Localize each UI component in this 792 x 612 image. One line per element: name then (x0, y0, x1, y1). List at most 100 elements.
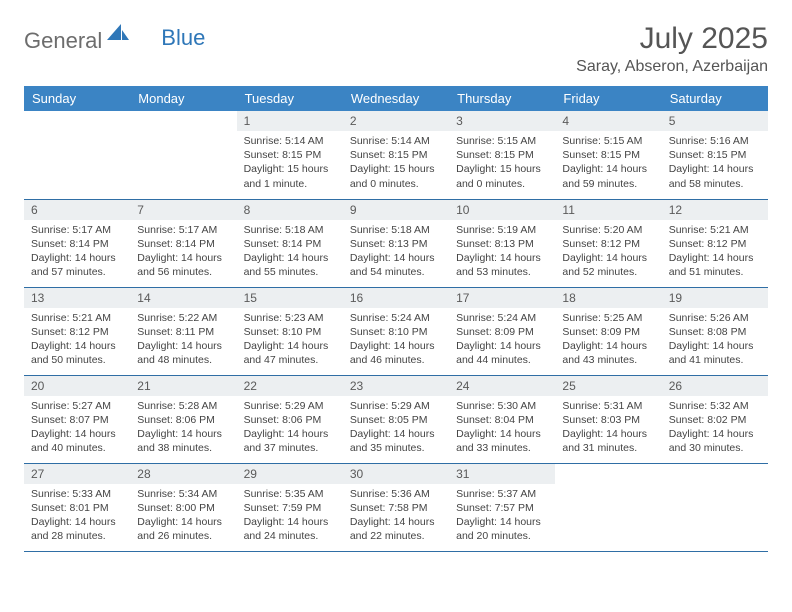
sunrise: Sunrise: 5:24 AM (350, 311, 442, 325)
daylight: Daylight: 14 hours and 54 minutes. (350, 251, 442, 279)
sunset: Sunset: 8:10 PM (244, 325, 336, 339)
day-body: Sunrise: 5:22 AMSunset: 8:11 PMDaylight:… (130, 308, 236, 374)
day-number: 1 (237, 111, 343, 131)
sunrise: Sunrise: 5:29 AM (244, 399, 336, 413)
sunset: Sunset: 8:10 PM (350, 325, 442, 339)
logo-word2: Blue (161, 25, 205, 51)
sunrise: Sunrise: 5:31 AM (562, 399, 654, 413)
col-header: Monday (130, 86, 236, 111)
sunset: Sunset: 8:05 PM (350, 413, 442, 427)
daylight: Daylight: 14 hours and 55 minutes. (244, 251, 336, 279)
sunset: Sunset: 8:15 PM (562, 148, 654, 162)
daylight: Daylight: 14 hours and 37 minutes. (244, 427, 336, 455)
day-cell (130, 111, 236, 199)
table-row: 1Sunrise: 5:14 AMSunset: 8:15 PMDaylight… (24, 111, 768, 199)
sunset: Sunset: 8:01 PM (31, 501, 123, 515)
sunrise: Sunrise: 5:16 AM (669, 134, 761, 148)
sunset: Sunset: 7:59 PM (244, 501, 336, 515)
day-body: Sunrise: 5:27 AMSunset: 8:07 PMDaylight:… (24, 396, 130, 462)
daylight: Daylight: 14 hours and 28 minutes. (31, 515, 123, 543)
day-number: 9 (343, 200, 449, 220)
sunrise: Sunrise: 5:32 AM (669, 399, 761, 413)
logo-sail-icon (107, 24, 129, 47)
daylight: Daylight: 14 hours and 48 minutes. (137, 339, 229, 367)
daylight: Daylight: 14 hours and 40 minutes. (31, 427, 123, 455)
sunrise: Sunrise: 5:20 AM (562, 223, 654, 237)
day-cell: 2Sunrise: 5:14 AMSunset: 8:15 PMDaylight… (343, 111, 449, 199)
day-body: Sunrise: 5:26 AMSunset: 8:08 PMDaylight:… (662, 308, 768, 374)
day-body: Sunrise: 5:17 AMSunset: 8:14 PMDaylight:… (130, 220, 236, 286)
daylight: Daylight: 14 hours and 46 minutes. (350, 339, 442, 367)
day-body: Sunrise: 5:36 AMSunset: 7:58 PMDaylight:… (343, 484, 449, 550)
day-cell: 1Sunrise: 5:14 AMSunset: 8:15 PMDaylight… (237, 111, 343, 199)
sunset: Sunset: 8:11 PM (137, 325, 229, 339)
day-cell: 5Sunrise: 5:16 AMSunset: 8:15 PMDaylight… (662, 111, 768, 199)
day-cell: 15Sunrise: 5:23 AMSunset: 8:10 PMDayligh… (237, 287, 343, 375)
sunrise: Sunrise: 5:23 AM (244, 311, 336, 325)
day-cell: 26Sunrise: 5:32 AMSunset: 8:02 PMDayligh… (662, 375, 768, 463)
sunrise: Sunrise: 5:17 AM (31, 223, 123, 237)
sunrise: Sunrise: 5:28 AM (137, 399, 229, 413)
day-cell: 30Sunrise: 5:36 AMSunset: 7:58 PMDayligh… (343, 463, 449, 551)
sunset: Sunset: 8:08 PM (669, 325, 761, 339)
daylight: Daylight: 14 hours and 30 minutes. (669, 427, 761, 455)
location: Saray, Abseron, Azerbaijan (576, 58, 768, 76)
daylight: Daylight: 14 hours and 33 minutes. (456, 427, 548, 455)
daylight: Daylight: 14 hours and 57 minutes. (31, 251, 123, 279)
col-header: Thursday (449, 86, 555, 111)
day-cell: 14Sunrise: 5:22 AMSunset: 8:11 PMDayligh… (130, 287, 236, 375)
sunrise: Sunrise: 5:26 AM (669, 311, 761, 325)
daylight: Daylight: 15 hours and 0 minutes. (350, 162, 442, 190)
table-row: 20Sunrise: 5:27 AMSunset: 8:07 PMDayligh… (24, 375, 768, 463)
daylight: Daylight: 14 hours and 41 minutes. (669, 339, 761, 367)
day-number: 14 (130, 288, 236, 308)
day-cell (555, 463, 661, 551)
day-number: 6 (24, 200, 130, 220)
table-row: 6Sunrise: 5:17 AMSunset: 8:14 PMDaylight… (24, 199, 768, 287)
sunset: Sunset: 8:12 PM (31, 325, 123, 339)
day-cell: 19Sunrise: 5:26 AMSunset: 8:08 PMDayligh… (662, 287, 768, 375)
day-body: Sunrise: 5:35 AMSunset: 7:59 PMDaylight:… (237, 484, 343, 550)
sunrise: Sunrise: 5:37 AM (456, 487, 548, 501)
day-number: 27 (24, 464, 130, 484)
day-cell: 17Sunrise: 5:24 AMSunset: 8:09 PMDayligh… (449, 287, 555, 375)
day-cell: 16Sunrise: 5:24 AMSunset: 8:10 PMDayligh… (343, 287, 449, 375)
sunset: Sunset: 8:15 PM (350, 148, 442, 162)
day-body: Sunrise: 5:17 AMSunset: 8:14 PMDaylight:… (24, 220, 130, 286)
sunrise: Sunrise: 5:21 AM (31, 311, 123, 325)
day-number (662, 464, 768, 470)
day-body: Sunrise: 5:24 AMSunset: 8:10 PMDaylight:… (343, 308, 449, 374)
sunset: Sunset: 8:14 PM (137, 237, 229, 251)
day-cell: 8Sunrise: 5:18 AMSunset: 8:14 PMDaylight… (237, 199, 343, 287)
day-number: 20 (24, 376, 130, 396)
day-body: Sunrise: 5:29 AMSunset: 8:06 PMDaylight:… (237, 396, 343, 462)
daylight: Daylight: 14 hours and 47 minutes. (244, 339, 336, 367)
day-cell: 21Sunrise: 5:28 AMSunset: 8:06 PMDayligh… (130, 375, 236, 463)
day-cell: 4Sunrise: 5:15 AMSunset: 8:15 PMDaylight… (555, 111, 661, 199)
day-body: Sunrise: 5:19 AMSunset: 8:13 PMDaylight:… (449, 220, 555, 286)
sunrise: Sunrise: 5:35 AM (244, 487, 336, 501)
day-cell (662, 463, 768, 551)
daylight: Daylight: 14 hours and 24 minutes. (244, 515, 336, 543)
daylight: Daylight: 14 hours and 59 minutes. (562, 162, 654, 190)
daylight: Daylight: 14 hours and 38 minutes. (137, 427, 229, 455)
sunset: Sunset: 8:13 PM (350, 237, 442, 251)
day-cell: 12Sunrise: 5:21 AMSunset: 8:12 PMDayligh… (662, 199, 768, 287)
sunrise: Sunrise: 5:22 AM (137, 311, 229, 325)
logo: General Blue (24, 28, 205, 54)
sunset: Sunset: 8:13 PM (456, 237, 548, 251)
day-body: Sunrise: 5:29 AMSunset: 8:05 PMDaylight:… (343, 396, 449, 462)
day-cell: 24Sunrise: 5:30 AMSunset: 8:04 PMDayligh… (449, 375, 555, 463)
logo-word1: General (24, 28, 102, 54)
col-header: Sunday (24, 86, 130, 111)
sunset: Sunset: 8:09 PM (562, 325, 654, 339)
sunset: Sunset: 8:04 PM (456, 413, 548, 427)
day-number: 22 (237, 376, 343, 396)
daylight: Daylight: 14 hours and 44 minutes. (456, 339, 548, 367)
sunset: Sunset: 8:15 PM (456, 148, 548, 162)
day-cell: 25Sunrise: 5:31 AMSunset: 8:03 PMDayligh… (555, 375, 661, 463)
day-body: Sunrise: 5:21 AMSunset: 8:12 PMDaylight:… (24, 308, 130, 374)
day-number: 18 (555, 288, 661, 308)
daylight: Daylight: 14 hours and 50 minutes. (31, 339, 123, 367)
day-cell: 18Sunrise: 5:25 AMSunset: 8:09 PMDayligh… (555, 287, 661, 375)
